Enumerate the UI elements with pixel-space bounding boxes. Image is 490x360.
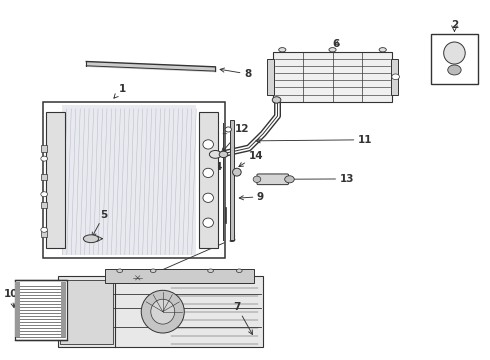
Text: 2: 2 bbox=[451, 20, 458, 30]
Ellipse shape bbox=[279, 48, 286, 52]
Ellipse shape bbox=[285, 176, 294, 183]
Ellipse shape bbox=[209, 150, 221, 158]
Circle shape bbox=[392, 74, 399, 80]
Text: 7: 7 bbox=[234, 302, 252, 334]
Text: 5: 5 bbox=[92, 210, 108, 237]
Bar bbox=[273, 52, 392, 102]
Ellipse shape bbox=[272, 97, 281, 103]
Ellipse shape bbox=[151, 299, 175, 324]
Text: 9: 9 bbox=[239, 192, 264, 202]
Ellipse shape bbox=[117, 269, 122, 273]
Bar bbox=[16, 283, 20, 337]
Circle shape bbox=[41, 192, 48, 197]
Circle shape bbox=[41, 227, 48, 232]
Ellipse shape bbox=[132, 274, 143, 282]
Ellipse shape bbox=[253, 176, 261, 183]
Text: 10: 10 bbox=[4, 289, 18, 307]
Ellipse shape bbox=[203, 193, 214, 202]
Ellipse shape bbox=[203, 218, 214, 227]
Bar bbox=[41, 145, 47, 152]
Bar bbox=[431, 34, 478, 84]
Text: 4: 4 bbox=[209, 162, 221, 190]
Text: 6: 6 bbox=[332, 39, 340, 49]
Text: 12: 12 bbox=[221, 124, 249, 153]
Ellipse shape bbox=[203, 168, 214, 177]
Ellipse shape bbox=[208, 269, 214, 273]
Text: 8: 8 bbox=[220, 68, 251, 79]
Text: 14: 14 bbox=[239, 151, 263, 167]
Ellipse shape bbox=[203, 140, 214, 149]
Text: 13: 13 bbox=[273, 174, 354, 184]
Bar bbox=[41, 202, 47, 208]
Ellipse shape bbox=[225, 127, 231, 132]
Bar bbox=[105, 269, 254, 283]
Ellipse shape bbox=[150, 269, 156, 273]
Bar bbox=[198, 112, 218, 248]
Bar bbox=[41, 230, 47, 237]
Ellipse shape bbox=[329, 48, 336, 52]
Bar bbox=[230, 120, 235, 240]
Ellipse shape bbox=[443, 42, 465, 64]
Ellipse shape bbox=[448, 65, 461, 75]
Bar bbox=[57, 276, 263, 347]
FancyBboxPatch shape bbox=[257, 174, 289, 185]
Circle shape bbox=[41, 156, 48, 161]
Ellipse shape bbox=[236, 269, 242, 273]
Text: 1: 1 bbox=[114, 84, 126, 98]
Ellipse shape bbox=[141, 290, 184, 333]
Bar bbox=[392, 59, 398, 95]
Text: 11: 11 bbox=[256, 135, 372, 145]
Bar bbox=[60, 280, 113, 344]
Bar bbox=[267, 59, 274, 95]
Bar bbox=[43, 102, 225, 258]
Bar bbox=[61, 283, 66, 337]
Bar bbox=[15, 280, 67, 340]
Bar bbox=[41, 174, 47, 180]
Bar bbox=[62, 105, 196, 255]
Text: 3: 3 bbox=[146, 234, 236, 277]
Ellipse shape bbox=[233, 168, 241, 176]
Bar bbox=[46, 112, 65, 248]
Ellipse shape bbox=[219, 151, 228, 158]
Ellipse shape bbox=[379, 48, 386, 52]
Ellipse shape bbox=[83, 235, 98, 243]
